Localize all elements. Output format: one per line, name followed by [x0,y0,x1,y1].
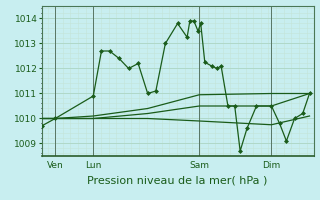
X-axis label: Pression niveau de la mer( hPa ): Pression niveau de la mer( hPa ) [87,175,268,185]
